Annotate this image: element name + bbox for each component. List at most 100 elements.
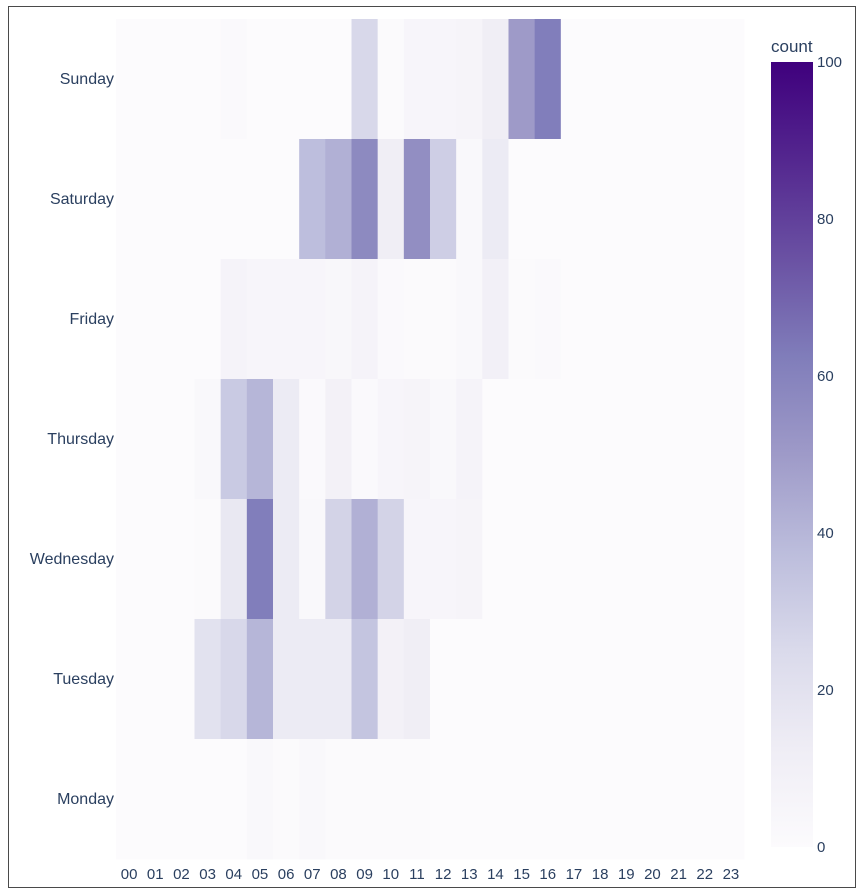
heatmap-cell-wednesday-18 [587,499,614,620]
heatmap-cell-wednesday-10 [377,499,405,620]
colorbar-tick-label: 20 [817,682,834,699]
heatmap-cell-monday-10 [377,739,405,860]
heatmap-cell-thursday-05 [246,379,274,500]
heatmap-cell-saturday-05 [246,139,274,260]
heatmap-cell-saturday-13 [456,139,483,260]
heatmap-cell-monday-09 [351,739,379,860]
heatmap-cell-sunday-12 [430,19,457,140]
x-tick-label: 08 [330,866,347,883]
heatmap-cell-monday-05 [246,739,274,860]
heatmap-cell-friday-08 [325,259,352,380]
heatmap-cell-tuesday-13 [456,619,483,740]
heatmap-cell-wednesday-07 [299,499,326,620]
heatmap-cell-sunday-02 [168,19,195,140]
heatmap-cell-saturday-21 [665,139,693,260]
heatmap-cell-tuesday-01 [142,619,169,740]
heatmap-cell-saturday-15 [508,139,536,260]
x-tick-label: 19 [618,866,635,883]
heatmap-cell-friday-07 [299,259,326,380]
heatmap-cell-thursday-18 [587,379,614,500]
heatmap-cell-tuesday-02 [168,619,195,740]
heatmap-cell-thursday-12 [430,379,457,500]
heatmap-cell-sunday-21 [665,19,693,140]
heatmap-cell-monday-22 [691,739,719,860]
x-tick-label: 23 [723,866,740,883]
heatmap-cell-friday-05 [246,259,274,380]
x-tick-label: 18 [592,866,609,883]
heatmap-cell-monday-17 [560,739,588,860]
heatmap-cell-thursday-14 [482,379,509,500]
x-tick-label: 15 [513,866,530,883]
heatmap-cell-saturday-08 [325,139,352,260]
colorbar-tick-label: 100 [817,54,842,71]
heatmap-cell-monday-03 [194,739,222,860]
x-tick-label: 16 [539,866,556,883]
x-tick-label: 02 [173,866,190,883]
x-tick-label: 00 [121,866,138,883]
heatmap-cell-wednesday-19 [613,499,640,620]
heatmap-cell-monday-11 [403,739,431,860]
heatmap-cell-saturday-18 [587,139,614,260]
heatmap-cell-sunday-23 [717,19,745,140]
heatmap-cell-sunday-15 [508,19,536,140]
heatmap-cell-friday-23 [717,259,745,380]
heatmap-cell-saturday-00 [116,139,143,260]
heatmap-cell-sunday-18 [587,19,614,140]
heatmap-cell-thursday-04 [220,379,248,500]
heatmap-cell-saturday-04 [220,139,248,260]
heatmap-cell-friday-18 [587,259,614,380]
heatmap-cell-monday-00 [116,739,143,860]
heatmap-cell-wednesday-15 [508,499,536,620]
heatmap-cell-tuesday-17 [560,619,588,740]
x-tick-label: 13 [461,866,478,883]
heatmap-cell-wednesday-05 [246,499,274,620]
heatmap-cell-monday-21 [665,739,693,860]
heatmap-cell-thursday-08 [325,379,352,500]
x-tick-label: 09 [356,866,373,883]
heatmap-cell-saturday-12 [430,139,457,260]
y-tick-label: Monday [57,791,114,808]
heatmap-cell-tuesday-11 [403,619,431,740]
heatmap-cell-wednesday-06 [273,499,300,620]
heatmap-cell-friday-22 [691,259,719,380]
heatmap-cell-wednesday-01 [142,499,169,620]
heatmap-cell-tuesday-06 [273,619,300,740]
heatmap-cell-saturday-17 [560,139,588,260]
heatmap-cell-wednesday-11 [403,499,431,620]
heatmap-cell-thursday-21 [665,379,693,500]
heatmap-cell-sunday-06 [273,19,300,140]
y-tick-label: Wednesday [30,551,114,568]
heatmap-cell-friday-03 [194,259,222,380]
heatmap-cell-sunday-13 [456,19,483,140]
heatmap-cell-friday-14 [482,259,509,380]
heatmap-cell-tuesday-21 [665,619,693,740]
y-tick-label: Saturday [50,191,114,208]
heatmap-cell-saturday-14 [482,139,509,260]
heatmap-cell-wednesday-12 [430,499,457,620]
heatmap-cell-sunday-08 [325,19,352,140]
heatmap-cell-tuesday-16 [534,619,562,740]
heatmap-cell-monday-20 [639,739,666,860]
heatmap-cell-friday-01 [142,259,169,380]
colorbar: count 0 20 40 60 80 100 [771,37,842,856]
heatmap-cell-tuesday-22 [691,619,719,740]
heatmap-cell-wednesday-14 [482,499,509,620]
x-tick-label: 11 [409,866,425,883]
heatmap-cell-friday-19 [613,259,640,380]
x-tick-label: 12 [435,866,452,883]
heatmap-cell-tuesday-15 [508,619,536,740]
heatmap-cell-friday-04 [220,259,248,380]
colorbar-tick-label: 0 [817,839,825,856]
heatmap-cell-sunday-00 [116,19,143,140]
y-axis-labels: Sunday Saturday Friday Thursday Wednesday Tue… [30,71,114,808]
heatmap-cell-thursday-15 [508,379,536,500]
colorbar-tick-label: 40 [817,525,834,542]
heatmap-cell-saturday-09 [351,139,379,260]
heatmap-cell-tuesday-20 [639,619,666,740]
heatmap-cell-sunday-14 [482,19,509,140]
heatmap-cell-saturday-03 [194,139,222,260]
x-tick-label: 03 [199,866,216,883]
y-tick-label: Sunday [60,71,114,88]
heatmap-cell-thursday-11 [403,379,431,500]
